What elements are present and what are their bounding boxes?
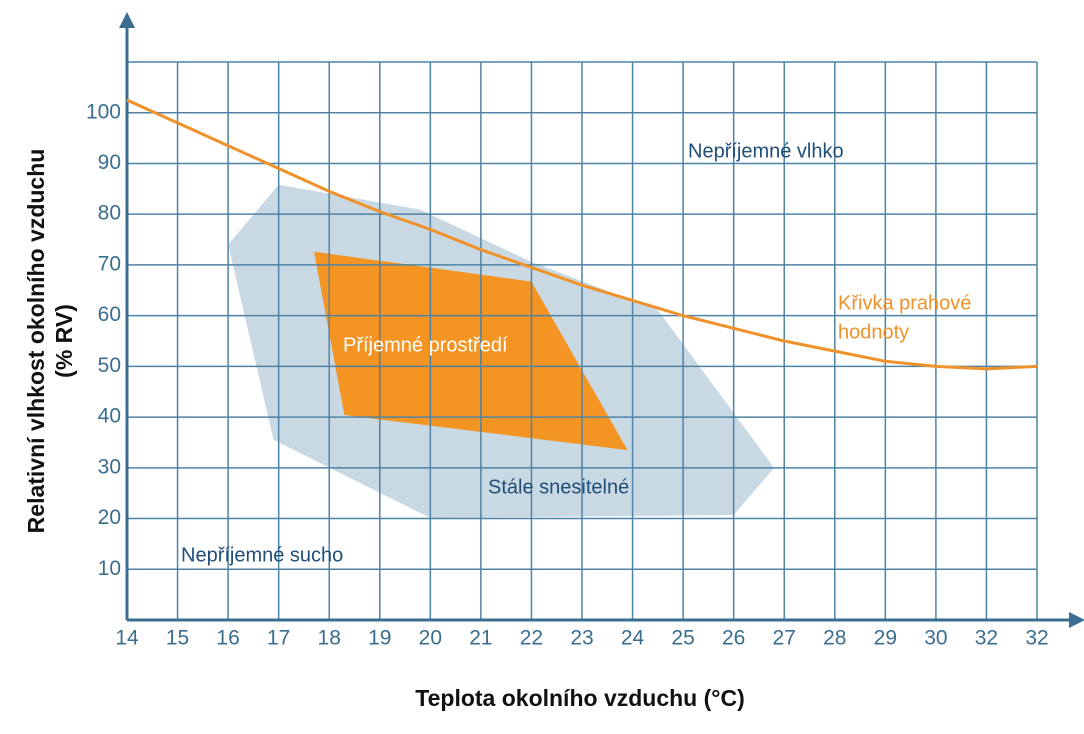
annotation: Křivka prahové xyxy=(838,292,971,314)
y-tick-label: 60 xyxy=(98,303,121,326)
y-tick-label: 20 xyxy=(98,506,121,529)
x-tick-label: 19 xyxy=(368,627,391,650)
y-tick-label: 90 xyxy=(98,151,121,174)
annotation: hodnoty xyxy=(838,321,909,343)
y-tick-label: 40 xyxy=(98,405,121,428)
y-axis-label: Relativní vlhkost okolního vzduchu xyxy=(23,149,49,534)
x-tick-label: 18 xyxy=(318,627,341,650)
threshold-curve xyxy=(126,98,1038,371)
x-tick-label: 20 xyxy=(419,627,442,650)
annotation: Stále snesitelné xyxy=(488,476,629,498)
y-tick-label: 50 xyxy=(98,354,121,377)
y-tick-label: 80 xyxy=(98,202,121,225)
x-tick-label: 32 xyxy=(975,627,998,650)
x-tick-label: 21 xyxy=(469,627,492,650)
x-axis-arrow xyxy=(1069,612,1084,628)
region xyxy=(314,251,628,451)
x-tick-label: 25 xyxy=(671,627,694,650)
y-axis-label: (% RV) xyxy=(51,304,77,378)
x-tick-label: 17 xyxy=(267,627,290,650)
y-tick-label: 100 xyxy=(86,100,121,123)
x-tick-label: 32 xyxy=(1025,627,1048,650)
annotation: Nepříjemné vlhko xyxy=(688,140,844,162)
x-tick-label: 15 xyxy=(166,627,189,650)
y-tick-label: 70 xyxy=(98,252,121,275)
x-tick-label: 24 xyxy=(621,627,645,650)
x-tick-label: 30 xyxy=(924,627,947,650)
y-tick-label: 30 xyxy=(98,455,121,478)
x-tick-label: 22 xyxy=(520,627,543,650)
x-tick-label: 14 xyxy=(115,627,139,650)
x-tick-label: 28 xyxy=(823,627,846,650)
x-tick-label: 27 xyxy=(773,627,796,650)
x-axis-label: Teplota okolního vzduchu (°C) xyxy=(415,685,744,711)
annotation: Příjemné prostředí xyxy=(343,334,508,356)
y-axis-arrow xyxy=(119,12,135,28)
x-tick-label: 23 xyxy=(570,627,593,650)
y-tick-label: 10 xyxy=(98,557,121,580)
annotation: Nepříjemné sucho xyxy=(181,544,343,566)
x-tick-label: 29 xyxy=(874,627,897,650)
x-tick-label: 26 xyxy=(722,627,745,650)
x-tick-label: 16 xyxy=(216,627,239,650)
